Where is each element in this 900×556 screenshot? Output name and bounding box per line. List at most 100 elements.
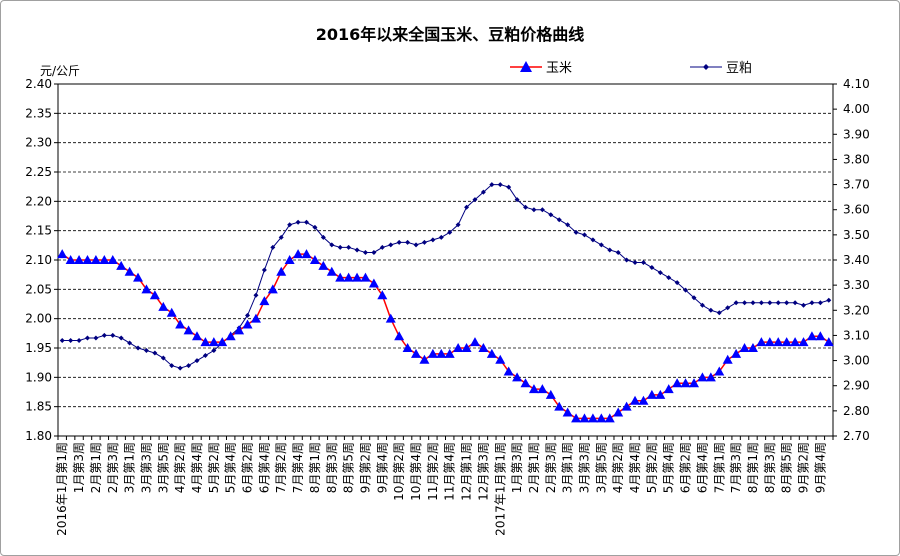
point-soymeal bbox=[598, 242, 604, 248]
point-soymeal bbox=[337, 244, 343, 250]
point-soymeal bbox=[329, 242, 335, 248]
point-soymeal bbox=[556, 217, 562, 223]
point-corn bbox=[385, 313, 396, 323]
point-corn bbox=[604, 413, 615, 423]
point-corn bbox=[107, 255, 118, 264]
y-right-tick-label: 3.50 bbox=[843, 228, 870, 242]
point-corn bbox=[394, 331, 405, 341]
point-soymeal bbox=[767, 300, 773, 306]
point-soymeal bbox=[388, 242, 394, 248]
point-soymeal bbox=[573, 229, 579, 235]
point-corn bbox=[722, 354, 733, 364]
point-soymeal bbox=[405, 239, 411, 245]
y-right-tick-label: 3.60 bbox=[843, 203, 870, 217]
point-soymeal bbox=[413, 242, 419, 248]
y-right-tick-label: 3.30 bbox=[843, 278, 870, 292]
y-left-tick-label: 2.35 bbox=[25, 106, 52, 120]
point-soymeal bbox=[775, 300, 781, 306]
point-corn bbox=[301, 249, 312, 259]
point-soymeal bbox=[733, 300, 739, 306]
point-corn bbox=[461, 343, 472, 352]
series-corn bbox=[57, 249, 834, 423]
x-tick-label: 4月第2周 bbox=[173, 442, 187, 493]
point-soymeal bbox=[261, 267, 267, 273]
point-corn bbox=[739, 343, 750, 352]
point-corn bbox=[402, 343, 413, 352]
point-soymeal bbox=[421, 239, 427, 245]
x-tick-label: 8月第1周 bbox=[746, 442, 760, 493]
x-tick-label: 2016年1月第1周 bbox=[55, 442, 69, 536]
x-tick-label: 6月第4周 bbox=[257, 442, 271, 493]
y-right-tick-label: 3.20 bbox=[843, 303, 870, 317]
point-corn bbox=[116, 260, 127, 270]
point-corn bbox=[326, 266, 337, 276]
x-tick-label: 11月第2周 bbox=[426, 442, 440, 501]
chart-title: 2016年以来全国玉米、豆粕价格曲线 bbox=[316, 25, 585, 44]
x-tick-label: 3月第1周 bbox=[561, 442, 575, 493]
point-corn bbox=[436, 348, 447, 358]
x-axis: 2016年1月第1周 1月第3周 2月第1周 2月第3周 3月第1周 3月第3周 3月第5周… bbox=[55, 436, 834, 536]
point-soymeal bbox=[683, 287, 689, 293]
point-soymeal bbox=[817, 300, 823, 306]
point-corn bbox=[267, 284, 278, 294]
point-corn bbox=[293, 249, 304, 259]
point-soymeal bbox=[826, 297, 832, 303]
y-left-tick-label: 1.80 bbox=[25, 429, 52, 443]
point-corn bbox=[655, 389, 666, 399]
point-corn bbox=[360, 272, 371, 282]
point-corn bbox=[90, 255, 101, 264]
point-corn bbox=[781, 337, 792, 347]
point-soymeal bbox=[84, 335, 90, 341]
y-axis-right: 2.70 2.80 2.90 3.00 3.10 3.20 3.30 3.40 3.50 3.60… bbox=[833, 77, 870, 443]
point-corn bbox=[773, 337, 784, 347]
point-soymeal bbox=[708, 307, 714, 313]
x-tick-label: 5月第4周 bbox=[662, 442, 676, 493]
x-tick-label: 2017年1月第1周 bbox=[493, 442, 507, 536]
point-soymeal bbox=[438, 234, 444, 240]
point-soymeal bbox=[497, 182, 503, 188]
point-soymeal bbox=[304, 219, 310, 225]
point-soymeal bbox=[523, 204, 529, 210]
point-soymeal bbox=[278, 234, 284, 240]
point-soymeal bbox=[430, 237, 436, 243]
point-soymeal bbox=[68, 337, 74, 343]
x-tick-label: 8月第5周 bbox=[780, 442, 794, 493]
point-corn bbox=[503, 366, 514, 376]
point-soymeal bbox=[792, 300, 798, 306]
point-corn bbox=[377, 290, 388, 300]
point-corn bbox=[621, 401, 632, 411]
point-soymeal bbox=[607, 247, 613, 253]
point-corn bbox=[411, 348, 422, 358]
y-left-tick-label: 2.20 bbox=[25, 194, 52, 208]
point-corn bbox=[537, 384, 548, 394]
point-soymeal bbox=[784, 300, 790, 306]
point-corn bbox=[200, 337, 211, 347]
x-tick-label: 3月第5周 bbox=[594, 442, 608, 493]
y-right-tick-label: 3.10 bbox=[843, 328, 870, 342]
x-tick-label: 2月第1周 bbox=[89, 442, 103, 493]
x-tick-label: 2月第1周 bbox=[527, 442, 541, 493]
point-soymeal bbox=[127, 340, 133, 346]
y-axis-left: 1.80 1.85 1.90 1.95 2.00 2.05 2.10 2.15 2.20 2.25… bbox=[25, 77, 58, 443]
point-soymeal bbox=[725, 305, 731, 311]
x-tick-label: 2月第3周 bbox=[544, 442, 558, 493]
point-soymeal bbox=[565, 222, 571, 228]
point-soymeal bbox=[186, 363, 192, 369]
y-left-unit-label: 元/公斤 bbox=[40, 64, 80, 78]
point-soymeal bbox=[245, 312, 251, 318]
point-soymeal bbox=[295, 219, 301, 225]
legend: 玉米 豆粕 bbox=[510, 61, 752, 76]
point-soymeal bbox=[699, 302, 705, 308]
point-corn bbox=[815, 331, 826, 341]
y-left-tick-label: 2.15 bbox=[25, 224, 52, 238]
point-corn bbox=[587, 413, 598, 423]
point-corn bbox=[149, 290, 160, 300]
point-corn bbox=[520, 378, 531, 388]
point-soymeal bbox=[93, 335, 99, 341]
point-soymeal bbox=[76, 337, 82, 343]
x-tick-label: 1月第3周 bbox=[72, 442, 86, 493]
point-soymeal bbox=[649, 265, 655, 271]
point-corn bbox=[571, 413, 582, 423]
point-corn bbox=[528, 384, 539, 394]
point-soymeal bbox=[101, 332, 107, 338]
